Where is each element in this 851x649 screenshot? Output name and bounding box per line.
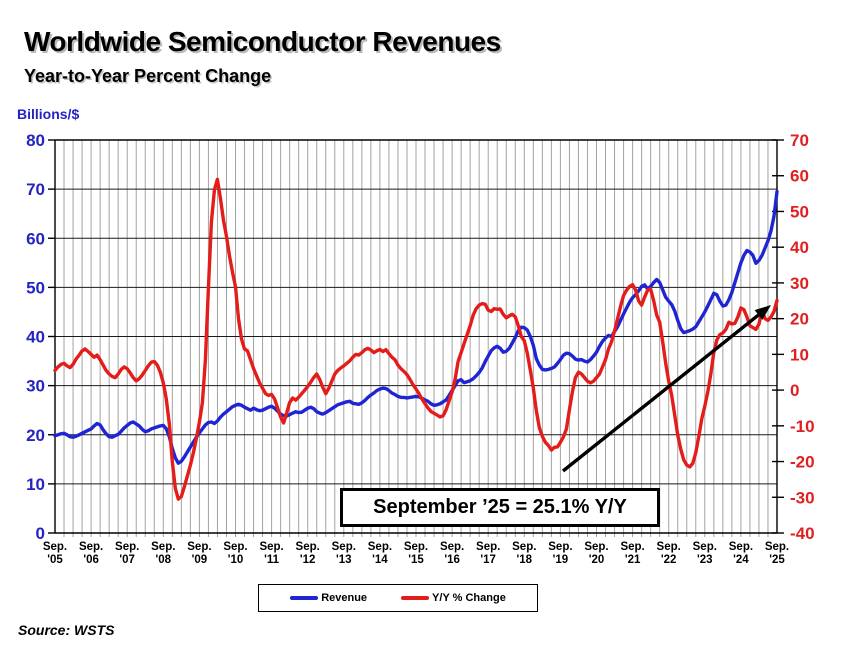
tick-label: '16 [444, 554, 460, 566]
tick-label: '19 [553, 554, 569, 566]
tick-label: -40 [790, 524, 815, 543]
tick-label: '20 [589, 554, 605, 566]
tick-label: '22 [661, 554, 677, 566]
tick-label: Sep. [43, 541, 67, 553]
legend-label-yoy-change: Y/Y % Change [432, 592, 506, 604]
tick-label: '05 [47, 554, 63, 566]
tick-label: '23 [697, 554, 713, 566]
chart-title: Worldwide Semiconductor Revenues [24, 26, 501, 57]
trend-arrow [561, 305, 771, 473]
tick-label: 20 [790, 310, 809, 329]
yoy-line-swatch-icon [401, 596, 430, 600]
right-axis-ticks: -40 -30 -20 -10 0 10 20 30 40 50 60 70 [772, 131, 815, 543]
annotation-callout: September ’25 = 25.1% Y/Y [340, 488, 660, 527]
tick-label: '10 [228, 554, 244, 566]
tick-label: -20 [790, 453, 815, 472]
tick-label: 80 [26, 131, 45, 150]
tick-label: Sep. [79, 541, 103, 553]
tick-label: 60 [26, 229, 45, 248]
vertical-gridlines [63, 140, 769, 537]
tick-label: 20 [26, 426, 45, 445]
tick-label: -10 [790, 417, 815, 436]
tick-label: 50 [26, 278, 45, 297]
tick-label: Sep. [187, 541, 211, 553]
tick-label: '08 [156, 554, 172, 566]
tick-label: Sep. [115, 541, 139, 553]
tick-label: 50 [790, 202, 809, 221]
tick-label: '09 [192, 554, 208, 566]
tick-label: 0 [790, 381, 799, 400]
tick-label: Sep. [693, 541, 717, 553]
tick-label: Sep. [657, 541, 681, 553]
tick-label: '13 [336, 554, 352, 566]
tick-label: '21 [625, 554, 641, 566]
tick-label: Sep. [332, 541, 356, 553]
tick-label: '15 [408, 554, 424, 566]
tick-label: '12 [300, 554, 316, 566]
tick-label: Sep. [223, 541, 247, 553]
tick-label: '11 [264, 554, 279, 566]
horizontal-gridlines [55, 188, 777, 485]
legend: Revenue Y/Y % Change [258, 584, 538, 612]
tick-label: '14 [372, 554, 388, 566]
legend-item-revenue: Revenue [290, 592, 367, 604]
tick-label: 60 [790, 167, 809, 186]
tick-label: 70 [790, 131, 809, 150]
tick-label: '06 [83, 554, 99, 566]
tick-label: 10 [26, 475, 45, 494]
tick-label: 0 [36, 524, 45, 543]
tick-label: Sep. [368, 541, 392, 553]
revenue-line-swatch-icon [290, 596, 319, 600]
tick-label: Sep. [259, 541, 283, 553]
tick-label: 40 [26, 328, 45, 347]
tick-label: Sep. [548, 541, 572, 553]
tick-label: Sep. [151, 541, 175, 553]
tick-label: Sep. [476, 541, 500, 553]
tick-label: 70 [26, 180, 45, 199]
left-axis-unit-label: Billions/$ [17, 106, 80, 122]
tick-label: -30 [790, 488, 815, 507]
tick-label: 30 [790, 274, 809, 293]
source-note: Source: WSTS [18, 622, 115, 638]
tick-label: Sep. [729, 541, 753, 553]
tick-label: 40 [790, 238, 809, 257]
legend-label-revenue: Revenue [321, 592, 368, 604]
tick-label: Sep. [440, 541, 464, 553]
x-axis-tick-labels: Sep.'05Sep.'06Sep.'07Sep.'08Sep.'09Sep.'… [43, 541, 789, 566]
tick-label: '25 [769, 554, 785, 566]
tick-label: Sep. [296, 541, 320, 553]
yoy-change-line [53, 177, 779, 501]
revenue-line [53, 189, 779, 465]
tick-label: Sep. [584, 541, 608, 553]
chart-subtitle: Year-to-Year Percent Change [24, 66, 272, 86]
tick-label: '17 [480, 554, 496, 566]
tick-label: '07 [119, 554, 135, 566]
tick-label: Sep. [620, 541, 644, 553]
tick-label: 30 [26, 377, 45, 396]
tick-label: Sep. [765, 541, 789, 553]
annotation-text: September ’25 = 25.1% Y/Y [373, 496, 627, 518]
tick-label: 10 [790, 345, 809, 364]
left-axis-ticks: 0 10 20 30 40 50 60 70 80 [26, 131, 55, 543]
tick-label: '24 [733, 554, 749, 566]
tick-label: '18 [517, 554, 533, 566]
tick-label: Sep. [512, 541, 536, 553]
legend-item-yoy-change: Y/Y % Change [401, 592, 506, 604]
tick-label: Sep. [404, 541, 428, 553]
